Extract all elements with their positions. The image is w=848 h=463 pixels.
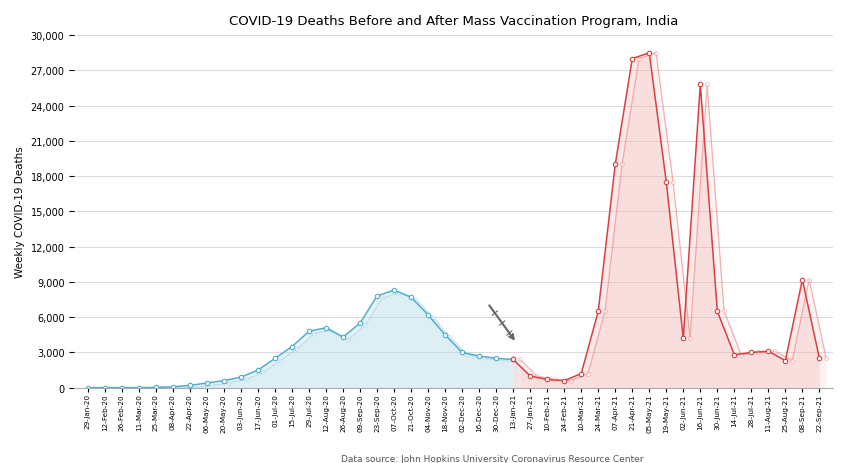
Y-axis label: Weekly COVID-19 Deaths: Weekly COVID-19 Deaths (15, 146, 25, 278)
Text: Data source: John Hopkins University Coronavirus Resource Center: Data source: John Hopkins University Cor… (341, 454, 643, 463)
Title: COVID-19 Deaths Before and After Mass Vaccination Program, India: COVID-19 Deaths Before and After Mass Va… (229, 15, 678, 28)
